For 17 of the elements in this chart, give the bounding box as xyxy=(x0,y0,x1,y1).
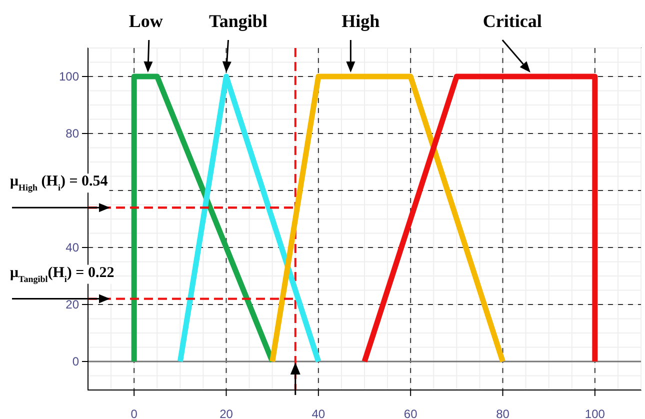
x-tick-label: 100 xyxy=(584,407,606,419)
x-tick-label: 20 xyxy=(220,407,234,419)
annotation: Tangibl xyxy=(209,11,268,31)
y-tick-label: 80 xyxy=(66,126,80,140)
x-tick-label: 60 xyxy=(404,407,418,419)
y-tick-label: 100 xyxy=(58,69,80,84)
x-tick-label: 0 xyxy=(130,407,138,419)
y-tick-label: 40 xyxy=(66,240,80,254)
annotation: Critical xyxy=(482,11,542,31)
annotation: μ$_{High}$ (H$_{i}$) = 0.54 xyxy=(10,174,108,193)
y-tick-label: 20 xyxy=(66,297,80,312)
annotation: High xyxy=(342,11,380,31)
x-tick-label: 80 xyxy=(496,407,510,419)
annotation: Low xyxy=(128,11,163,31)
x-tick-label: 40 xyxy=(312,407,326,419)
annotation: μ$_{Tangibl}$(H$_{i}$) = 0.22 xyxy=(10,264,114,284)
y-tick-label: 0 xyxy=(72,354,80,368)
